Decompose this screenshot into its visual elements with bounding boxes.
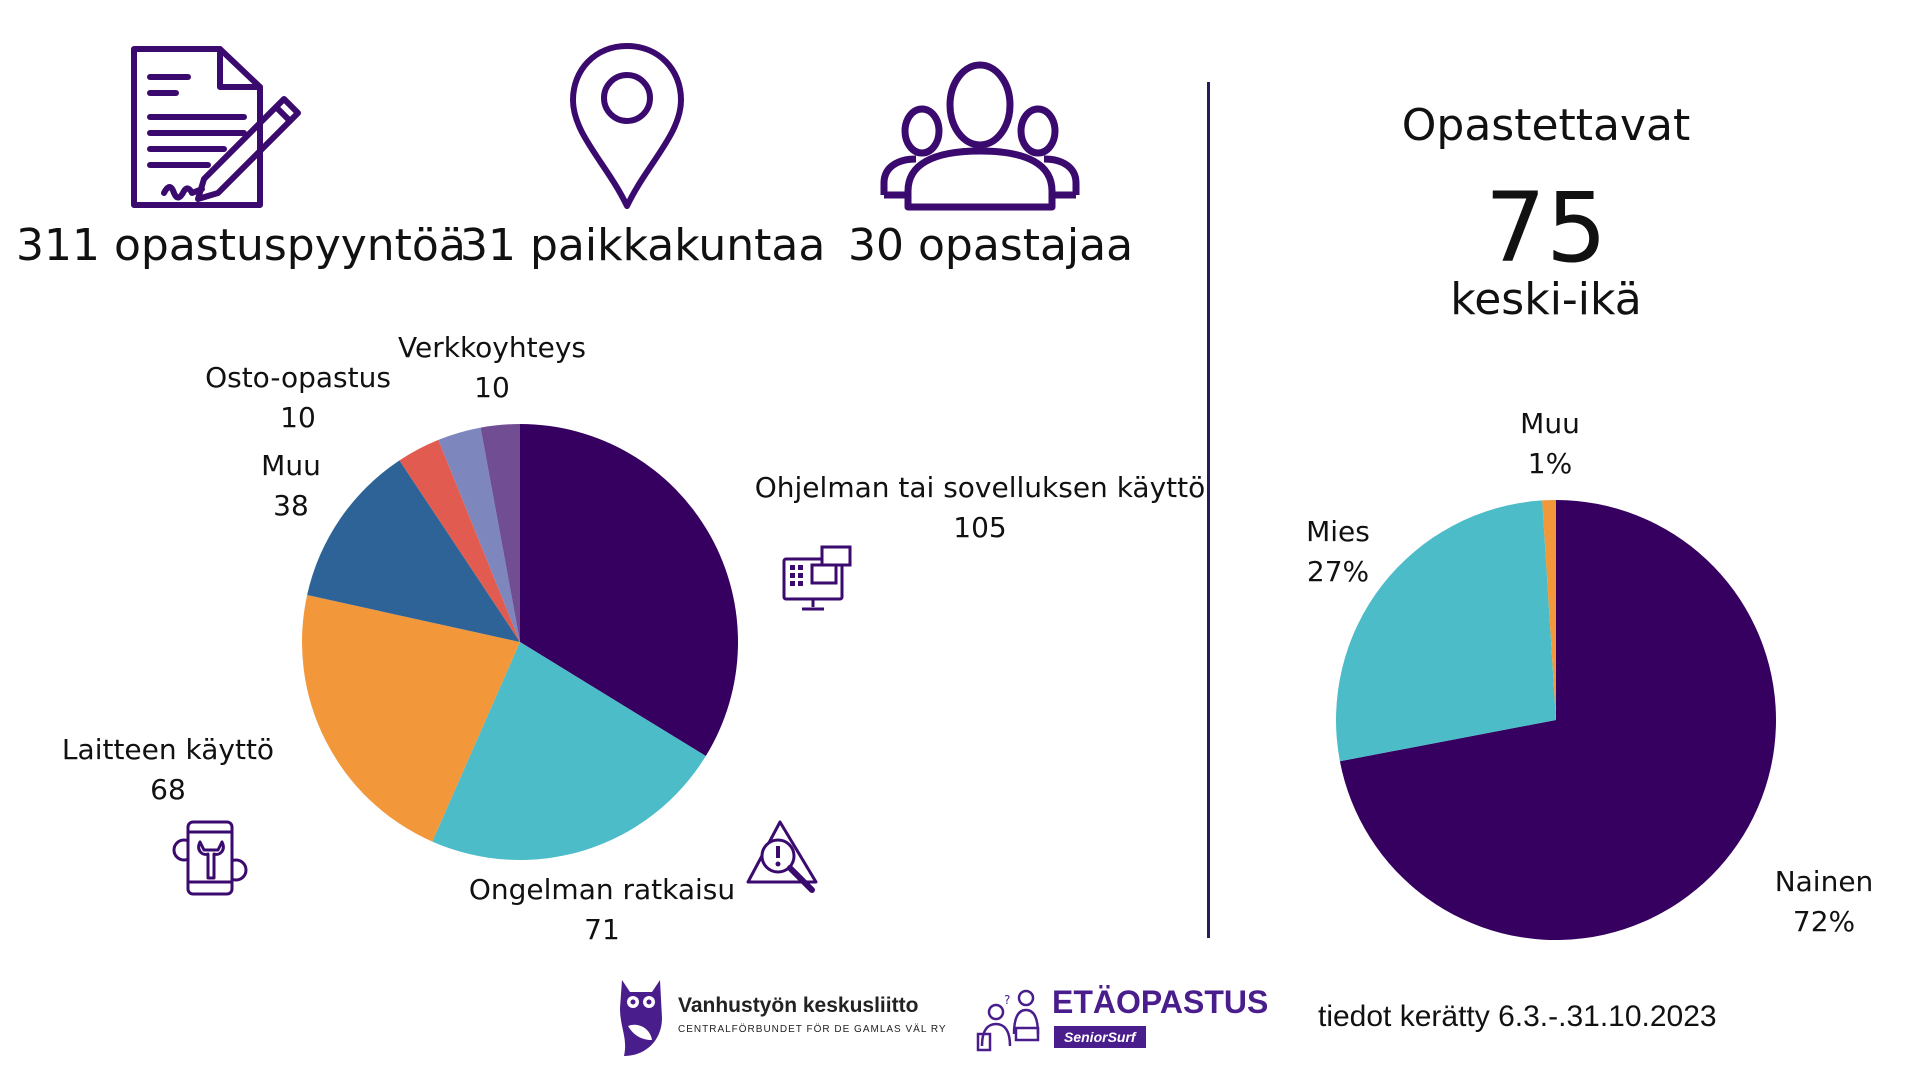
service-name: ETÄOPASTUS xyxy=(1052,984,1269,1020)
stat-locations-label: 31 paikkakuntaa xyxy=(460,220,826,271)
stat-guides-label: 30 opastajaa xyxy=(848,220,1134,271)
label-verkko-name: Verkkoyhteys xyxy=(398,331,586,364)
label-laitteen-name: Laitteen käyttö xyxy=(61,733,275,766)
owl-logo-icon xyxy=(620,980,662,1056)
label-muu-gender-value: 1% xyxy=(1527,447,1573,480)
label-laitteen-value: 68 xyxy=(150,773,186,806)
svg-text:?: ? xyxy=(1004,993,1010,1007)
label-mies: Mies 27% xyxy=(1306,512,1370,592)
people-group-icon xyxy=(880,61,1080,211)
topics-pie-slice-2 xyxy=(432,642,706,861)
label-osto-name: Osto-opastus xyxy=(205,361,391,394)
label-laitteen: Laitteen käyttö 68 xyxy=(62,730,274,810)
label-muu-gender: Muu 1% xyxy=(1520,404,1580,484)
topics-pie-slice-5 xyxy=(399,439,520,642)
label-muu: Muu 38 xyxy=(261,446,321,526)
topics-pie-slice-6 xyxy=(438,427,520,642)
label-ongelman: Ongelman ratkaisu 71 xyxy=(469,870,735,950)
label-verkko: Verkkoyhteys 10 xyxy=(398,328,586,408)
location-pin-icon xyxy=(570,43,684,209)
label-nainen: Nainen 72% xyxy=(1775,862,1874,942)
document-signature-icon xyxy=(131,46,301,208)
remote-guidance-people-icon: ? xyxy=(976,989,1040,1052)
topics-pie-slice-3 xyxy=(301,595,520,842)
label-muu-value: 38 xyxy=(273,489,309,522)
topics-pie-slice-other xyxy=(480,424,520,642)
label-ongelman-value: 71 xyxy=(584,913,620,946)
service-badge: SeniorSurf xyxy=(1054,1026,1146,1048)
stat-requests-label: 311 opastuspyyntöä xyxy=(16,220,466,271)
data-collected-note: tiedot kerätty 6.3.-.31.10.2023 xyxy=(1318,1000,1717,1033)
label-mies-name: Mies xyxy=(1306,515,1370,548)
gender-pie-chart xyxy=(1336,500,1777,940)
label-ohjelman-name: Ohjelman tai sovelluksen käyttö xyxy=(754,471,1206,504)
gender-pie-slice-2 xyxy=(1336,500,1556,762)
label-nainen-name: Nainen xyxy=(1774,865,1874,898)
label-mies-value: 27% xyxy=(1306,555,1370,588)
label-verkko-value: 10 xyxy=(474,371,510,404)
device-repair-icon xyxy=(172,820,248,896)
label-ohjelman-value: 105 xyxy=(953,511,1007,544)
topics-pie-slice-4 xyxy=(307,460,520,642)
etaopastus-logo: ? ETÄOPASTUS SeniorSurf xyxy=(976,980,1276,1060)
right-panel-title: Opastettavat xyxy=(1401,100,1691,151)
label-ongelman-name: Ongelman ratkaisu xyxy=(468,873,736,906)
gender-pie-slice-3 xyxy=(1542,500,1556,720)
topics-pie-chart xyxy=(301,424,739,861)
label-osto: Osto-opastus 10 xyxy=(205,358,391,438)
label-nainen-value: 72% xyxy=(1792,905,1856,938)
average-age-value: 75 xyxy=(1484,172,1608,284)
gender-pie-slice-1 xyxy=(1339,500,1777,940)
label-ohjelman: Ohjelman tai sovelluksen käyttö 105 xyxy=(755,468,1206,548)
label-muu-name: Muu xyxy=(261,449,321,482)
org-name: Vanhustyön keskusliitto xyxy=(678,994,919,1017)
label-muu-gender-name: Muu xyxy=(1520,407,1580,440)
vertical-divider xyxy=(1207,82,1210,938)
software-computer-icon xyxy=(782,545,852,611)
problem-warning-icon xyxy=(746,820,818,893)
average-age-label: keski-ikä xyxy=(1450,274,1642,325)
org-subtitle: CENTRALFÖRBUNDET FÖR DE GAMLAS VÄL RY xyxy=(678,1024,947,1035)
label-osto-value: 10 xyxy=(280,401,316,434)
vanhustyon-logo: Vanhustyön keskusliitto CENTRALFÖRBUNDET… xyxy=(616,978,946,1058)
topics-pie-slice-1 xyxy=(520,424,739,757)
